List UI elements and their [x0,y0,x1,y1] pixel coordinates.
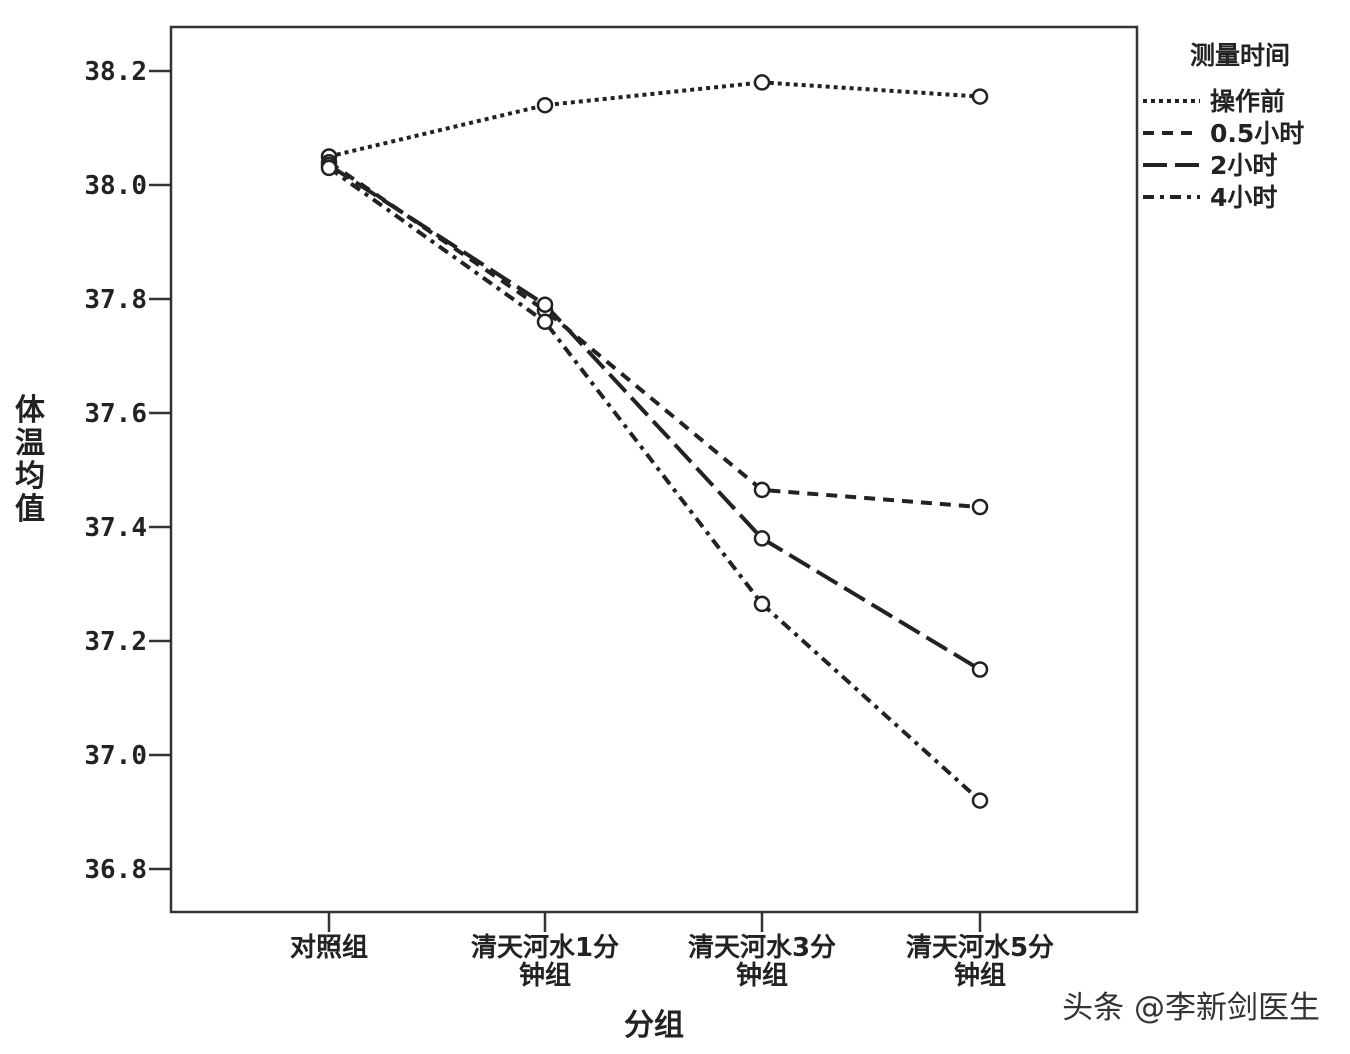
data-point [971,498,989,516]
y-tick-label: 38.0 [84,171,147,201]
y-tick-label: 37.4 [84,513,147,543]
x-tick-label: 钟组 [519,960,571,991]
x-tick-label: 钟组 [954,960,1006,991]
plot-frame [169,25,1139,914]
data-point [753,595,771,613]
legend-label: 0.5小时 [1210,119,1304,148]
y-axis-title: 体温均值 [15,393,46,527]
data-point [971,792,989,809]
data-point [536,313,554,331]
x-tick-label: 清天河水3分 [688,933,836,963]
x-axis-title: 分组 [624,1008,684,1043]
legend-label: 4小时 [1210,183,1277,212]
series-line-0 [328,80,981,159]
y-tick-label: 37.2 [84,627,147,657]
series-line-3 [327,166,982,803]
series-line-1 [327,160,981,509]
data-point [536,96,554,114]
data-point [536,296,554,313]
data-point [753,530,771,547]
x-tick-label: 清天河水5分 [906,933,1054,963]
data-point [971,661,989,678]
x-tick-label: 钟组 [736,960,788,991]
legend-label: 2小时 [1210,151,1277,180]
data-point [971,88,989,105]
x-tick-label: 对照组 [290,932,368,963]
series-markers [320,74,989,809]
data-point [753,481,771,499]
x-tick-label: 清天河水1分 [471,933,619,963]
y-axis: 36.8 37.0 37.2 37.4 37.6 37.8 38.0 38.2 [84,57,171,885]
y-tick-label: 37.0 [84,741,147,771]
data-point [320,159,338,177]
y-tick-label: 38.2 [84,57,147,87]
y-tick-label: 37.8 [84,285,147,315]
legend-label: 操作前 [1210,87,1285,116]
series-line-2 [327,163,982,672]
y-tick-label: 37.6 [84,399,147,429]
y-tick-label: 36.8 [84,855,147,885]
series-lines [327,80,982,803]
watermark: 头条 @李新剑医生 [1062,990,1320,1026]
legend-title: 测量时间 [1190,41,1290,70]
data-point [753,74,771,91]
